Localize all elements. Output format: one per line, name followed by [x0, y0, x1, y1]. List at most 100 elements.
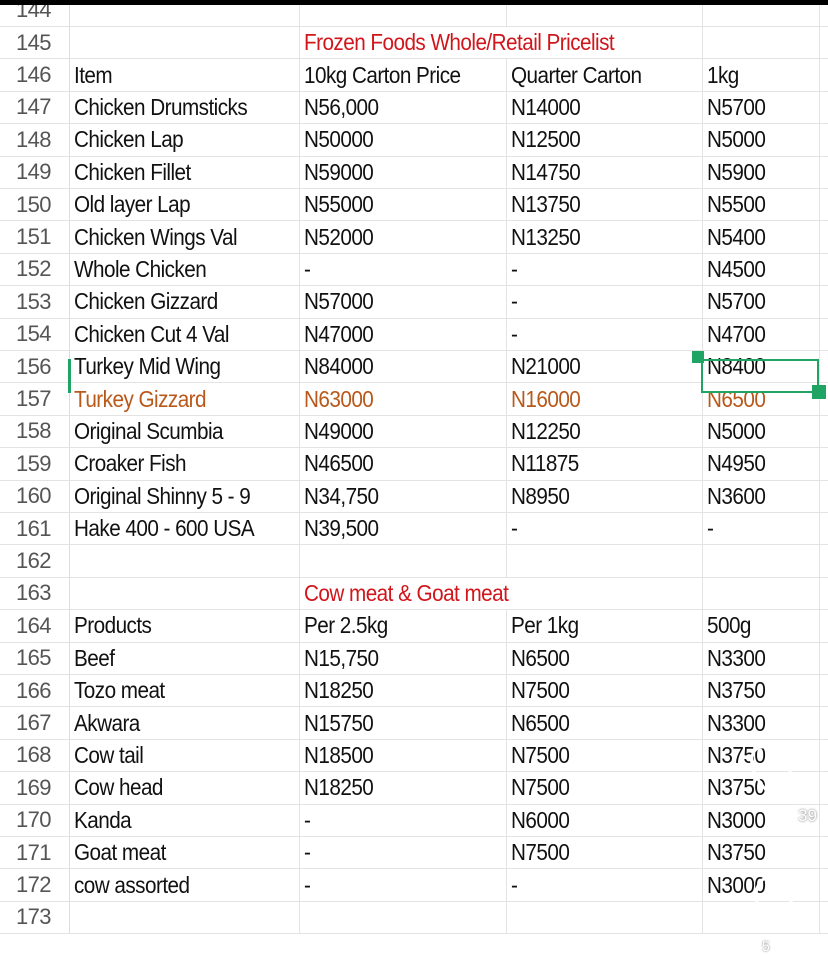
price-cell[interactable]: N49000: [300, 415, 507, 448]
column-header[interactable]: 10kg Carton Price: [300, 59, 507, 91]
price-cell[interactable]: N57000: [300, 286, 507, 318]
empty-cell[interactable]: [507, 545, 703, 577]
price-cell[interactable]: N18500: [300, 739, 507, 772]
empty-cell[interactable]: [820, 805, 828, 836]
empty-cell[interactable]: [820, 254, 828, 285]
empty-cell[interactable]: [820, 416, 828, 447]
item-name-cell[interactable]: Tozo meat: [70, 675, 300, 707]
empty-cell[interactable]: [820, 643, 828, 674]
heart-icon[interactable]: [748, 735, 796, 810]
price-cell[interactable]: N3300: [703, 707, 820, 739]
price-cell[interactable]: N5700: [703, 91, 820, 124]
row-number[interactable]: 159: [0, 448, 70, 480]
price-cell[interactable]: N15,750: [300, 642, 507, 674]
row-number[interactable]: 165: [0, 642, 70, 674]
empty-cell[interactable]: [820, 707, 828, 738]
row-number[interactable]: 172: [0, 869, 70, 901]
price-cell[interactable]: -: [300, 837, 507, 869]
selection-handle-top[interactable]: [692, 351, 704, 363]
price-cell[interactable]: N47000: [300, 318, 507, 350]
row-number[interactable]: 148: [0, 124, 70, 156]
row-number[interactable]: 161: [0, 513, 70, 545]
price-cell[interactable]: N55000: [300, 189, 507, 221]
comment-icon[interactable]: [752, 872, 796, 933]
empty-cell[interactable]: [820, 740, 828, 771]
row-number[interactable]: 160: [0, 480, 70, 512]
empty-cell[interactable]: [703, 545, 820, 577]
price-cell[interactable]: N12500: [507, 124, 703, 156]
price-cell[interactable]: N8400: [703, 351, 820, 383]
empty-cell[interactable]: [820, 610, 828, 641]
empty-cell[interactable]: [820, 481, 828, 512]
item-name-cell[interactable]: Chicken Cut 4 Val: [70, 318, 300, 350]
column-header[interactable]: Products: [70, 610, 300, 642]
price-cell[interactable]: N12250: [507, 415, 703, 448]
row-number[interactable]: 154: [0, 318, 70, 350]
row-number[interactable]: 156: [0, 351, 70, 383]
price-cell[interactable]: -: [300, 869, 507, 901]
price-cell[interactable]: N6000: [507, 804, 703, 836]
section-title[interactable]: Frozen Foods Whole/Retail Pricelist: [300, 27, 615, 58]
price-cell[interactable]: N5500: [703, 189, 820, 221]
item-name-cell[interactable]: Turkey Mid Wing: [70, 351, 300, 383]
price-cell[interactable]: N18250: [300, 675, 507, 707]
empty-cell[interactable]: [703, 0, 820, 26]
price-cell[interactable]: -: [507, 286, 703, 318]
row-number[interactable]: 158: [0, 415, 70, 448]
item-name-cell[interactable]: Goat meat: [70, 837, 300, 869]
item-name-cell[interactable]: Chicken Fillet: [70, 156, 300, 188]
column-header[interactable]: 500g: [703, 610, 820, 642]
empty-cell[interactable]: [820, 221, 828, 252]
empty-cell[interactable]: [507, 0, 703, 26]
empty-cell[interactable]: [703, 27, 820, 59]
price-cell[interactable]: N15750: [300, 707, 507, 739]
item-name-cell[interactable]: Akwara: [70, 707, 300, 739]
empty-cell[interactable]: [507, 901, 703, 934]
price-cell[interactable]: N3750: [703, 837, 820, 869]
price-cell[interactable]: N3750: [703, 739, 820, 772]
price-cell[interactable]: N13250: [507, 221, 703, 253]
empty-cell[interactable]: [820, 124, 828, 155]
empty-cell[interactable]: [507, 577, 703, 610]
price-cell[interactable]: N6500: [507, 642, 703, 674]
empty-cell[interactable]: [70, 577, 300, 610]
price-cell[interactable]: N5900: [703, 156, 820, 188]
price-cell[interactable]: N6500: [703, 383, 820, 415]
column-header[interactable]: 1kg: [703, 59, 820, 91]
item-name-cell[interactable]: cow assorted: [70, 869, 300, 901]
empty-cell[interactable]: [820, 869, 828, 900]
price-cell[interactable]: N3750: [703, 675, 820, 707]
item-name-cell[interactable]: Old layer Lap: [70, 189, 300, 221]
empty-cell[interactable]: [820, 545, 828, 576]
empty-cell[interactable]: [820, 448, 828, 479]
empty-cell[interactable]: [300, 545, 507, 577]
price-cell[interactable]: N39,500: [300, 513, 507, 545]
price-cell[interactable]: N6500: [507, 707, 703, 739]
item-name-cell[interactable]: Cow head: [70, 772, 300, 804]
price-cell[interactable]: -: [507, 253, 703, 286]
price-cell[interactable]: -: [507, 869, 703, 901]
price-cell[interactable]: N14000: [507, 91, 703, 124]
empty-cell[interactable]: [820, 578, 828, 609]
row-number[interactable]: 163: [0, 577, 70, 610]
row-number[interactable]: 147: [0, 91, 70, 124]
empty-cell[interactable]: [820, 157, 828, 188]
empty-cell[interactable]: [820, 286, 828, 317]
price-cell[interactable]: N5000: [703, 415, 820, 448]
row-number[interactable]: 151: [0, 221, 70, 253]
row-number[interactable]: 169: [0, 772, 70, 804]
item-name-cell[interactable]: Chicken Wings Val: [70, 221, 300, 253]
price-cell[interactable]: N4950: [703, 448, 820, 480]
row-number[interactable]: 146: [0, 59, 70, 91]
item-name-cell[interactable]: Croaker Fish: [70, 448, 300, 480]
empty-cell[interactable]: [300, 0, 507, 26]
price-cell[interactable]: N18250: [300, 772, 507, 804]
empty-cell[interactable]: [820, 351, 828, 382]
row-number[interactable]: 157: [0, 383, 70, 415]
row-number[interactable]: 168: [0, 739, 70, 772]
price-cell[interactable]: N34,750: [300, 480, 507, 512]
row-number[interactable]: 173: [0, 901, 70, 934]
empty-cell[interactable]: [300, 901, 507, 934]
empty-cell[interactable]: [820, 59, 828, 90]
price-cell[interactable]: N3300: [703, 642, 820, 674]
